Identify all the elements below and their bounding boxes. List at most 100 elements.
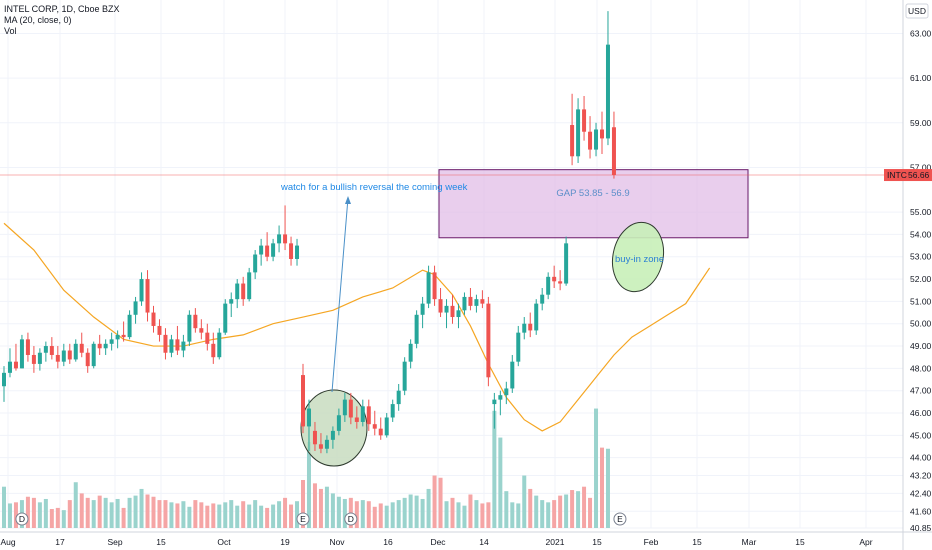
y-tick-label: 41.60	[910, 506, 932, 516]
earnings-marker	[296, 512, 310, 526]
candle-body	[474, 299, 479, 306]
x-tick-label: Mar	[742, 537, 757, 547]
volume-bar	[133, 495, 138, 528]
candle-body	[366, 406, 371, 425]
annotation-back-layer	[0, 169, 903, 467]
volume-bar	[336, 496, 341, 528]
candle-body	[55, 354, 60, 362]
candle-body	[408, 343, 413, 362]
candle-body	[211, 343, 216, 358]
currency-label: USD	[908, 6, 926, 16]
candle-body	[546, 276, 551, 295]
volume-bar	[594, 408, 599, 528]
candle-body	[468, 296, 473, 306]
volume-bar	[211, 503, 216, 528]
volume-bar	[277, 501, 282, 528]
candle-body	[205, 332, 210, 344]
volume-bar	[522, 475, 527, 528]
price-axis-bg	[903, 0, 932, 550]
volume-bar	[414, 495, 419, 528]
candle-body	[564, 243, 569, 284]
volume-bar	[271, 504, 276, 528]
x-tick-label: Aug	[0, 537, 15, 547]
volume-bar	[43, 498, 48, 528]
y-tick-label: 51.00	[910, 296, 932, 306]
candle-body	[37, 352, 42, 364]
x-tick-label: Oct	[217, 537, 231, 547]
volume-bar	[289, 504, 294, 528]
candle-body	[193, 314, 198, 329]
candle-body	[354, 417, 359, 422]
volume-layer	[2, 408, 610, 528]
volume-bar	[570, 490, 575, 528]
candle-body	[456, 310, 461, 318]
earnings-marker	[613, 512, 627, 526]
annotation-arrow-line	[331, 197, 349, 393]
annotation-arrow-head	[345, 196, 351, 204]
volume-bar	[31, 497, 36, 528]
candle-body	[295, 245, 300, 259]
candle-body	[127, 314, 132, 338]
candle-body	[306, 408, 311, 427]
marker-letter: D	[19, 514, 25, 524]
volume-bar	[217, 504, 222, 528]
candle-body	[330, 430, 335, 440]
volume-bar	[121, 507, 126, 528]
candle-body	[7, 361, 12, 373]
x-tick-label: Apr	[859, 537, 872, 547]
volume-bar	[163, 500, 168, 528]
volume-bar	[390, 502, 395, 528]
candle-body	[402, 361, 407, 391]
volume-bar	[408, 494, 413, 528]
candle-body	[181, 341, 186, 351]
x-tick-label: 14	[479, 537, 489, 547]
volume-bar	[199, 502, 204, 528]
volume-bar	[187, 506, 192, 528]
volume-bar	[139, 488, 144, 528]
x-tick-label: 15	[592, 537, 602, 547]
candle-body	[97, 343, 102, 349]
chart-legend: INTEL CORP, 1D, Cboe BZX MA (20, close, …	[4, 4, 120, 37]
volume-bar	[7, 503, 12, 528]
y-tick-label: 59.00	[910, 118, 932, 128]
volume-bar	[396, 500, 401, 528]
y-tick-label: 57.00	[910, 162, 932, 172]
volume-bar	[605, 448, 610, 528]
ma-line	[3, 222, 711, 432]
volume-bar	[438, 477, 443, 528]
volume-bar	[498, 437, 503, 528]
x-tick-label: 15	[692, 537, 702, 547]
candle-body	[151, 312, 156, 326]
candle-body	[384, 417, 389, 436]
x-tick-label: Dec	[430, 537, 446, 547]
candle-body	[103, 343, 108, 349]
volume-bar	[25, 496, 30, 528]
candle-body	[390, 404, 395, 418]
candle-body	[600, 129, 604, 139]
candle-body	[259, 245, 264, 255]
volume-bar	[528, 488, 533, 528]
candle-body	[594, 129, 599, 150]
dividend-marker	[344, 512, 358, 526]
x-tick-label: 16	[383, 537, 393, 547]
candle-body	[163, 334, 168, 353]
buyin-annotation-text: buy-in zone	[615, 254, 664, 265]
volume-bar	[265, 507, 270, 528]
volume-bar	[468, 494, 473, 528]
volume-bar	[67, 500, 72, 528]
volume-bar	[301, 480, 305, 528]
candle-body	[486, 303, 491, 378]
candle-body	[25, 339, 30, 355]
y-tick-label: 43.20	[910, 471, 932, 481]
y-tick-label: 48.00	[910, 363, 932, 373]
candle-body	[169, 339, 174, 353]
y-tick-label: 46.00	[910, 408, 932, 418]
volume-bar	[474, 500, 479, 528]
x-tick-label: Nov	[329, 537, 345, 547]
volume-bar	[241, 501, 246, 528]
volume-bar	[205, 505, 210, 528]
candle-body	[109, 339, 114, 344]
volume-bar	[79, 493, 84, 528]
